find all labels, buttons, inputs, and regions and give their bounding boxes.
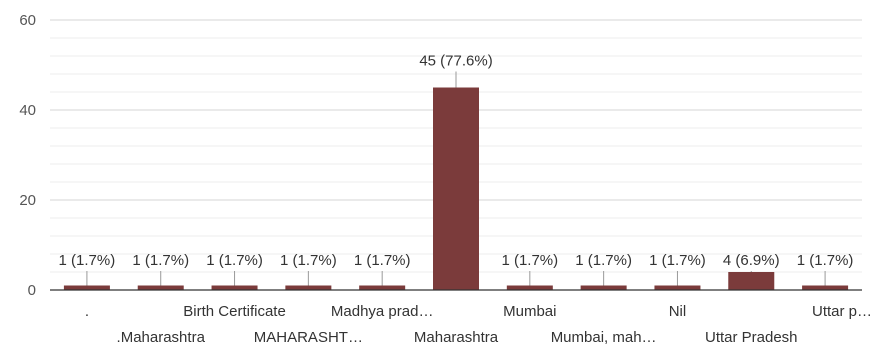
bar [433, 87, 479, 290]
x-tick-label: Madhya prad… [331, 303, 434, 320]
data-labels: 1 (1.7%) 1 (1.7%) 1 (1.7%) 1 (1.7%) 1 (1.7%)… [59, 53, 854, 270]
data-label: 1 (1.7%) [132, 252, 189, 269]
y-tick-label: 0 [28, 282, 36, 299]
data-label: 1 (1.7%) [575, 252, 632, 269]
x-tick-label: Mumbai [503, 303, 556, 320]
bar [137, 285, 184, 290]
bar [802, 285, 849, 290]
bar [63, 285, 110, 290]
x-tick-label: Mumbai, mah… [551, 329, 657, 346]
x-tick-label: Uttar p… [812, 303, 872, 320]
data-label: 1 (1.7%) [280, 252, 337, 269]
bar [580, 285, 627, 290]
y-tick-label: 40 [19, 102, 36, 119]
x-tick-label: Birth Certificate [183, 303, 286, 320]
bar [359, 285, 406, 290]
bars [63, 87, 849, 290]
x-tick-label: Uttar Pradesh [705, 329, 798, 346]
label-leaders [86, 71, 826, 286]
x-tick-label: MAHARASHT… [254, 329, 363, 346]
y-tick-label: 60 [19, 12, 36, 29]
y-axis-ticks: 0 20 40 60 [19, 12, 36, 299]
bar [211, 285, 258, 290]
data-label: 1 (1.7%) [501, 252, 558, 269]
x-tick-label: . [85, 303, 89, 320]
x-tick-label: .Maharashtra [117, 329, 206, 346]
data-label: 1 (1.7%) [649, 252, 706, 269]
data-label: 1 (1.7%) [59, 252, 116, 269]
data-label: 1 (1.7%) [206, 252, 263, 269]
bar [285, 285, 332, 290]
data-label: 1 (1.7%) [797, 252, 854, 269]
x-axis-ticks: . .Maharashtra Birth Certificate MAHARASHT…… [85, 303, 872, 346]
data-label: 45 (77.6%) [419, 53, 492, 70]
x-tick-label: Maharashtra [414, 329, 499, 346]
bar [728, 272, 775, 290]
data-label: 4 (6.9%) [723, 252, 780, 269]
data-label: 1 (1.7%) [354, 252, 411, 269]
y-tick-label: 20 [19, 192, 36, 209]
bar [506, 285, 553, 290]
bar [654, 285, 701, 290]
x-tick-label: Nil [669, 303, 687, 320]
